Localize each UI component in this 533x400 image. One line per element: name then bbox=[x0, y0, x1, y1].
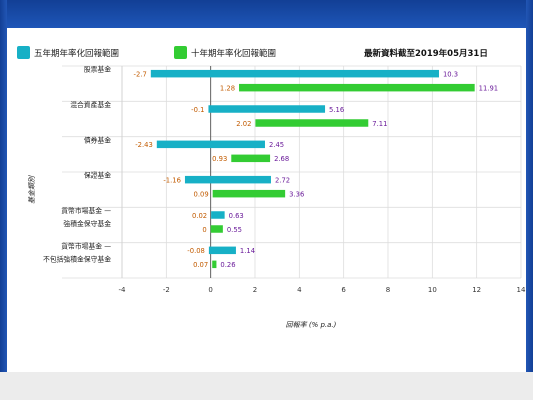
bar-max-label: 0.55 bbox=[227, 226, 242, 234]
five-year-bar bbox=[184, 175, 271, 184]
legend-swatch-five-year bbox=[17, 46, 30, 59]
bar-max-label: 11.91 bbox=[479, 84, 498, 92]
presentation-right-border bbox=[526, 0, 533, 372]
bar-max-label: 2.72 bbox=[275, 176, 290, 184]
bar-min-label: 0 bbox=[202, 226, 206, 234]
y-axis-title: 基金類別 bbox=[28, 175, 36, 204]
legend-swatch-ten-year bbox=[174, 46, 187, 59]
x-tick-label: 0 bbox=[208, 286, 212, 294]
bar-max-label: 0.26 bbox=[220, 261, 235, 269]
category-label: 貨幣市場基金 — bbox=[61, 241, 111, 250]
five-year-bar bbox=[211, 211, 225, 219]
bar-max-label: 5.16 bbox=[329, 106, 344, 114]
bar-max-label: 2.68 bbox=[274, 155, 289, 163]
x-axis-title: 回報率 (% p.a.) bbox=[286, 321, 337, 329]
x-tick-label: -4 bbox=[119, 286, 127, 294]
ten-year-bar bbox=[239, 83, 475, 92]
five-year-bar bbox=[150, 69, 439, 78]
category-label: 債券基金 bbox=[84, 135, 111, 144]
category-label: 混合資產基金 bbox=[70, 100, 111, 109]
ten-year-bar bbox=[231, 154, 271, 163]
chart-panel: 五年期年率化回報範圍 十年期年率化回報範圍 最新資料截至2019年05月31日 … bbox=[7, 28, 526, 372]
five-year-bar bbox=[208, 105, 326, 113]
bar-max-label: 2.45 bbox=[269, 141, 284, 149]
x-tick-label: 10 bbox=[428, 286, 437, 294]
bar-max-label: 3.36 bbox=[289, 190, 304, 198]
gridlines bbox=[62, 65, 522, 279]
x-tick-label: 8 bbox=[386, 286, 390, 294]
x-tick-label: -2 bbox=[163, 286, 170, 294]
legend: 五年期年率化回報範圍 十年期年率化回報範圍 bbox=[17, 46, 276, 59]
category-label: 保證基金 bbox=[84, 171, 111, 180]
five-year-bar bbox=[208, 246, 236, 255]
bar-min-label: 0.07 bbox=[193, 261, 208, 269]
category-label: 股票基金 bbox=[84, 65, 111, 74]
x-tick-label: 12 bbox=[472, 286, 481, 294]
ten-year-bar bbox=[255, 119, 369, 127]
bar-min-label: -1.16 bbox=[163, 176, 181, 184]
bar-min-label: 0.02 bbox=[192, 212, 207, 220]
bar-max-label: 1.14 bbox=[240, 247, 255, 255]
ten-year-bar bbox=[212, 260, 217, 269]
bar-min-label: 2.02 bbox=[236, 120, 251, 128]
legend-label-ten-year: 十年期年率化回報範圍 bbox=[191, 48, 276, 59]
bar-min-label: 1.28 bbox=[220, 84, 235, 92]
x-tick-label: 2 bbox=[253, 286, 257, 294]
five-year-bar bbox=[156, 140, 265, 149]
x-tick-label: 4 bbox=[297, 286, 302, 294]
bar-max-label: 7.11 bbox=[372, 120, 387, 128]
bar-min-label: -0.08 bbox=[187, 247, 205, 255]
bar-max-label: 0.63 bbox=[229, 212, 244, 220]
bar-min-label: -2.43 bbox=[135, 141, 153, 149]
category-label: 貨幣市場基金 — bbox=[61, 206, 111, 215]
presentation-top-border bbox=[0, 0, 533, 28]
bar-max-label: 10.3 bbox=[443, 70, 458, 78]
presentation-left-border bbox=[0, 0, 7, 372]
as-of-date: 最新資料截至2019年05月31日 bbox=[364, 48, 488, 59]
bar-min-label: -0.1 bbox=[191, 106, 204, 114]
range-bar-chart: 五年期年率化回報範圍 十年期年率化回報範圍 最新資料截至2019年05月31日 … bbox=[17, 46, 526, 329]
ten-year-bar bbox=[210, 225, 223, 233]
category-label: 強積金保守基金 bbox=[63, 219, 111, 228]
bar-min-label: -2.7 bbox=[134, 70, 147, 78]
legend-label-five-year: 五年期年率化回報範圍 bbox=[34, 48, 119, 59]
bar-min-label: 0.09 bbox=[194, 190, 209, 198]
x-tick-labels: -4 -2 0 2 4 6 8 10 12 14 bbox=[119, 286, 526, 294]
bar-min-label: 0.93 bbox=[212, 155, 227, 163]
category-label: 不包括強積金保守基金 bbox=[43, 254, 111, 263]
bars: -2.7 10.3 1.28 11.91 -0.1 5.16 2.02 7.11 -2.43 2.… bbox=[134, 69, 498, 269]
x-tick-label: 14 bbox=[517, 286, 526, 294]
x-tick-label: 6 bbox=[341, 286, 346, 294]
ten-year-bar bbox=[212, 189, 286, 198]
